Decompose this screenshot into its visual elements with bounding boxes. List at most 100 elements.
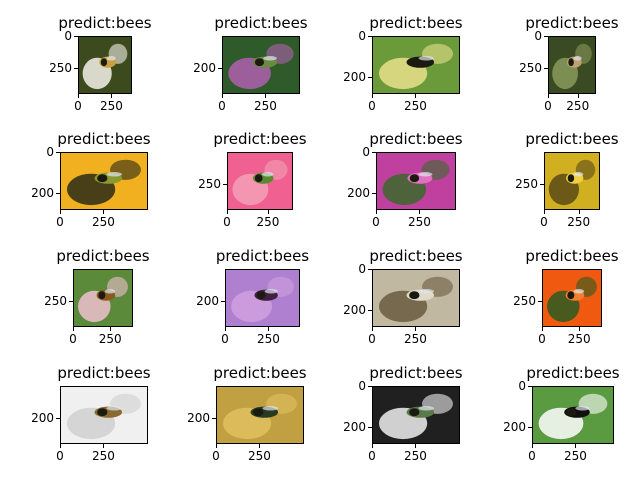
x-tick-mark [60, 444, 61, 448]
bee-photo [60, 152, 148, 210]
y-tick-mark [56, 417, 60, 419]
x-tick-mark [222, 94, 223, 98]
x-tick-label: 0 [540, 215, 548, 229]
y-tick-mark [544, 36, 548, 37]
y-tick-mark [368, 36, 372, 37]
y-tick-mark [218, 67, 222, 69]
y-tick-mark [372, 152, 376, 153]
x-tick-mark [78, 94, 79, 98]
x-tick-label: 250 [403, 99, 427, 113]
y-tick-label: 250 [513, 293, 536, 308]
x-tick-label: 250 [256, 332, 280, 346]
bee-photo [532, 386, 614, 444]
y-tick-mark [221, 300, 225, 302]
bee-photo [542, 269, 602, 327]
panel-title: predict:bees [525, 14, 619, 32]
x-tick-label: 250 [563, 449, 587, 463]
y-tick-label: 200 [31, 185, 54, 200]
panel-title: predict:bees [525, 130, 619, 148]
y-tick-mark [538, 300, 542, 302]
y-tick-label: 200 [31, 410, 54, 425]
x-tick-mark [415, 444, 417, 448]
x-tick-label: 250 [567, 215, 591, 229]
y-tick-label: 0 [358, 379, 366, 393]
y-tick-label: 0 [518, 379, 526, 393]
x-tick-mark [532, 444, 533, 448]
x-tick-label: 0 [212, 449, 220, 463]
x-tick-label: 0 [56, 449, 64, 463]
bee-photo [372, 386, 460, 444]
x-tick-mark [111, 94, 113, 98]
bee-photo [372, 36, 460, 94]
x-tick-label: 0 [544, 99, 552, 113]
x-tick-label: 250 [256, 215, 280, 229]
bee-photo [222, 36, 300, 94]
x-tick-label: 0 [368, 99, 376, 113]
x-tick-mark [265, 94, 267, 98]
x-tick-label: 0 [538, 332, 546, 346]
y-tick-mark [223, 183, 227, 185]
x-tick-label: 250 [403, 332, 427, 346]
x-tick-label: 0 [372, 215, 380, 229]
x-tick-mark [60, 210, 61, 214]
y-tick-mark [69, 300, 73, 302]
x-tick-mark [577, 94, 579, 98]
y-tick-mark [368, 309, 372, 311]
y-tick-label: 200 [193, 60, 216, 75]
x-tick-label: 0 [368, 332, 376, 346]
panel-title: predict:bees [56, 247, 150, 265]
panel-title: predict:bees [215, 247, 310, 265]
x-tick-mark [415, 94, 417, 98]
y-tick-mark [74, 67, 78, 69]
x-tick-label: 250 [403, 449, 427, 463]
x-tick-label: 250 [566, 99, 590, 113]
x-tick-mark [578, 210, 580, 214]
x-tick-mark [542, 327, 543, 331]
x-tick-label: 0 [221, 332, 229, 346]
bee-photo [60, 386, 148, 444]
x-tick-mark [103, 210, 105, 214]
panel-title: predict:bees [213, 130, 307, 148]
x-tick-mark [575, 444, 577, 448]
x-tick-label: 250 [100, 99, 123, 113]
x-tick-mark [225, 327, 226, 331]
y-tick-label: 200 [343, 302, 366, 317]
y-tick-mark [372, 192, 376, 194]
panel-title: predict:bees [369, 14, 463, 32]
panel-title: predict:bees [58, 14, 152, 32]
y-tick-label: 0 [358, 262, 366, 276]
x-tick-mark [376, 210, 377, 214]
panel-title: predict:bees [57, 130, 151, 148]
x-tick-mark [544, 210, 545, 214]
panel-title: predict:bees [369, 130, 463, 148]
x-tick-label: 0 [56, 215, 64, 229]
y-tick-mark [368, 76, 372, 78]
y-tick-mark [212, 417, 216, 419]
panel-title: predict:bees [213, 364, 307, 382]
y-tick-mark [544, 67, 548, 69]
panel-title: predict:bees [57, 364, 151, 382]
y-tick-mark [368, 269, 372, 270]
panel-title: predict:bees [526, 364, 620, 382]
x-tick-mark [548, 94, 549, 98]
panel-title: predict:bees [369, 247, 463, 265]
x-tick-mark [372, 327, 373, 331]
x-tick-mark [579, 327, 581, 331]
x-tick-mark [227, 210, 228, 214]
y-tick-label: 200 [347, 185, 370, 200]
y-tick-label: 250 [49, 60, 72, 75]
y-tick-label: 250 [44, 293, 67, 308]
y-tick-mark [528, 386, 532, 387]
bee-photo [73, 269, 133, 327]
y-tick-label: 0 [362, 145, 370, 159]
bee-photo [376, 152, 456, 210]
y-tick-label: 0 [534, 29, 542, 43]
y-tick-mark [56, 192, 60, 194]
y-tick-label: 0 [46, 145, 54, 159]
x-tick-mark [415, 327, 417, 331]
x-tick-label: 0 [368, 449, 376, 463]
y-tick-label: 250 [519, 60, 542, 75]
x-tick-label: 0 [74, 99, 82, 113]
x-tick-label: 250 [91, 215, 115, 229]
x-tick-label: 250 [98, 332, 122, 346]
